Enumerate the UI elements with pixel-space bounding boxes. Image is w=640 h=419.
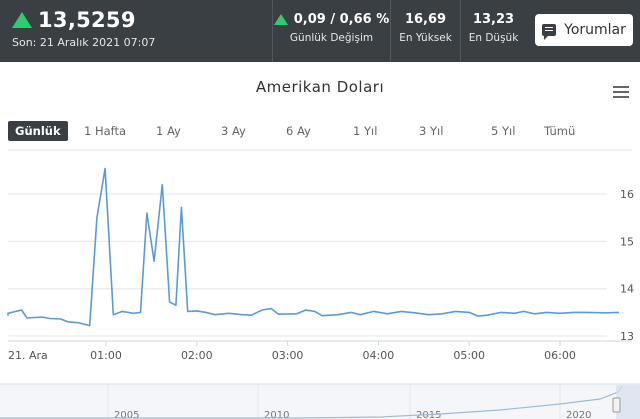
chart-menu-icon[interactable]	[613, 86, 629, 98]
range-button-daily[interactable]: Günlük	[8, 121, 68, 141]
x-tick-label: 06:00	[544, 349, 576, 362]
y-tick-label: 13	[620, 330, 634, 343]
daily-change-stat: 0,09 / 0,66 % Günlük Değişim	[272, 0, 390, 62]
chart-title: Amerikan Doları	[255, 78, 385, 96]
y-tick-label: 15	[620, 235, 634, 248]
high-value: 16,69	[404, 12, 447, 27]
range-button-1w[interactable]: 1 Hafta	[84, 124, 127, 138]
y-tick-label: 16	[620, 188, 634, 201]
x-tick-label: 04:00	[363, 349, 395, 362]
x-tick-label: 01:00	[90, 349, 122, 362]
x-tick-label: 21. Ara	[8, 349, 48, 362]
price-series-line	[7, 167, 620, 327]
navigator-background	[0, 384, 640, 419]
current-price: 13,5259	[38, 8, 136, 32]
low-label: En Düşük	[468, 32, 519, 44]
x-tick-label: 02:00	[181, 349, 213, 362]
navigator-year-label: 2005	[114, 410, 139, 419]
range-button-1m[interactable]: 1 Ay	[156, 124, 181, 138]
navigator-year-label: 2020	[566, 410, 591, 419]
high-stat: 16,69 En Yüksek	[390, 0, 460, 62]
y-tick-label: 14	[620, 283, 634, 296]
navigator-handle[interactable]	[612, 397, 621, 413]
range-button-1y[interactable]: 1 Yıl	[353, 124, 378, 138]
up-arrow-icon	[273, 14, 288, 25]
price-block: 13,5259 Son: 21 Aralık 2021 07:07	[12, 8, 155, 49]
comments-button-label: Yorumlar	[564, 22, 626, 38]
high-label: En Yüksek	[399, 32, 452, 44]
x-tick-label: 03:00	[272, 349, 304, 362]
range-button-5y[interactable]: 5 Yıl	[491, 124, 516, 138]
low-stat: 13,23 En Düşük	[460, 0, 526, 62]
comments-button[interactable]: Yorumlar	[535, 14, 633, 46]
daily-change-value: 0,09 / 0,66 %	[293, 12, 390, 27]
comment-icon	[542, 24, 557, 40]
quote-header: 13,5259 Son: 21 Aralık 2021 07:07 0,09 /…	[0, 0, 640, 62]
range-button-3m[interactable]: 3 Ay	[221, 124, 246, 138]
last-update-time: Son: 21 Aralık 2021 07:07	[12, 36, 156, 49]
x-tick-label: 05:00	[453, 349, 485, 362]
range-button-all[interactable]: Tümü	[544, 124, 576, 138]
daily-change-label: Günlük Değişim	[289, 32, 374, 44]
navigator-year-label: 2010	[264, 410, 289, 419]
navigator-series-line	[0, 385, 623, 419]
range-button-3y[interactable]: 3 Yıl	[419, 124, 444, 138]
up-arrow-icon	[12, 12, 32, 28]
range-button-6m[interactable]: 6 Ay	[286, 124, 311, 138]
low-value: 13,23	[472, 12, 515, 27]
